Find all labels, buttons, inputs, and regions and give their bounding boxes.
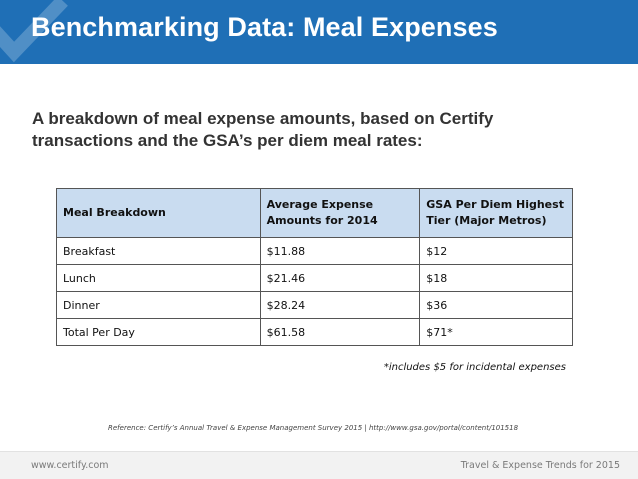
table-row: Lunch $21.46 $18 xyxy=(56,264,573,292)
column-header-gsa-per-diem: GSA Per Diem Highest Tier (Major Metros) xyxy=(419,188,573,238)
table-cell: $61.58 xyxy=(259,318,421,346)
header-bar: Benchmarking Data: Meal Expenses xyxy=(0,0,638,64)
table-cell: $12 xyxy=(419,237,573,265)
column-header-average-expense: Average Expense Amounts for 2014 xyxy=(259,188,421,238)
table-cell: Breakfast xyxy=(56,237,261,265)
reference-citation: Reference: Certify’s Annual Travel & Exp… xyxy=(108,424,519,432)
table-cell: $18 xyxy=(419,264,573,292)
checkmark-watermark-icon xyxy=(0,0,68,63)
table-cell: Lunch xyxy=(56,264,261,292)
footer-website: www.certify.com xyxy=(31,460,109,471)
table-row: Breakfast $11.88 $12 xyxy=(56,237,573,265)
table-cell: $36 xyxy=(419,291,573,319)
footer-bar: www.certify.com Travel & Expense Trends … xyxy=(0,451,638,479)
subtitle: A breakdown of meal expense amounts, bas… xyxy=(32,109,494,150)
table-row: Total Per Day $61.58 $71* xyxy=(56,318,573,346)
meal-expense-table: Meal Breakdown Average Expense Amounts f… xyxy=(56,188,573,346)
table-cell: $71* xyxy=(419,318,573,346)
table-cell: $21.46 xyxy=(259,264,421,292)
footer-deck-title: Travel & Expense Trends for 2015 xyxy=(460,460,620,471)
footnote: *includes $5 for incidental expenses xyxy=(383,362,566,373)
table-row: Dinner $28.24 $36 xyxy=(56,291,573,319)
table-header-row: Meal Breakdown Average Expense Amounts f… xyxy=(56,188,573,238)
table-cell: $11.88 xyxy=(259,237,421,265)
table-cell: Dinner xyxy=(56,291,261,319)
page-title: Benchmarking Data: Meal Expenses xyxy=(31,12,498,42)
table-cell: $28.24 xyxy=(259,291,421,319)
column-header-meal-breakdown: Meal Breakdown xyxy=(56,188,261,238)
table-cell: Total Per Day xyxy=(56,318,261,346)
